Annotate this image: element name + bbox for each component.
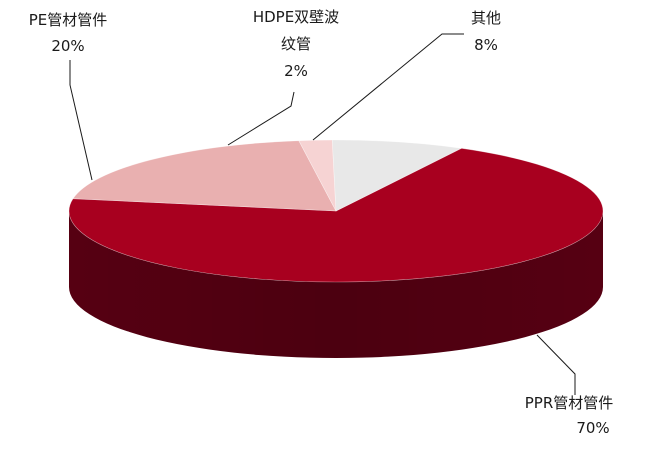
pie-top-layer (68, 139, 604, 283)
leader-line-3 (312, 33, 464, 141)
slice-name-label-0: PPR管材管件 (525, 394, 614, 412)
slice-value-label-2: 2% (284, 62, 308, 80)
slice-name-label-3: 其他 (471, 9, 501, 27)
pie-slice-0 (68, 148, 604, 283)
slice-value-label-1: 20% (51, 37, 84, 55)
pie-slice-1 (72, 140, 337, 212)
leader-line-1 (69, 60, 93, 181)
slice-name-label-2: HDPE双壁波 (253, 8, 339, 26)
leader-line-2 (227, 91, 295, 146)
slice-name-label-1: PE管材管件 (29, 11, 108, 29)
pie-slice-3 (331, 139, 463, 212)
pie-side-layer (69, 211, 603, 358)
slice-name-label-2: 纹管 (281, 35, 311, 53)
leader-line-0 (536, 334, 576, 395)
pie-side-shading (69, 211, 603, 358)
slice-value-label-3: 8% (474, 36, 498, 54)
slice-value-label-0: 70% (576, 419, 609, 437)
